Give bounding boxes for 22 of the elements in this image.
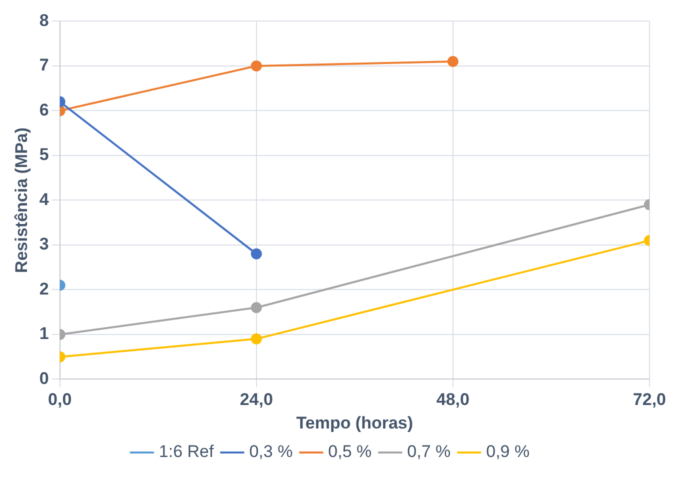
legend-label: 0,3 % bbox=[249, 442, 293, 462]
y-tick-label: 1 bbox=[39, 324, 49, 344]
y-axis-title: Resistência (MPa) bbox=[12, 127, 31, 273]
legend-label: 0,5 % bbox=[328, 442, 372, 462]
x-tick-label: 48,0 bbox=[436, 390, 470, 410]
x-axis-title: Tempo (horas) bbox=[296, 413, 414, 432]
y-tick-label: 6 bbox=[39, 100, 49, 120]
point bbox=[447, 56, 458, 67]
y-tick-label: 2 bbox=[39, 279, 49, 298]
x-tick-label: 0,0 bbox=[48, 390, 72, 410]
y-tick-label: 8 bbox=[39, 10, 49, 30]
legend-label: 1:6 Ref bbox=[158, 442, 214, 462]
y-tick-label: 7 bbox=[39, 56, 49, 75]
legend-label: 0,7 % bbox=[407, 442, 451, 462]
legend-label: 0,9 % bbox=[486, 442, 530, 462]
x-tick-label: 24,0 bbox=[240, 390, 273, 410]
x-tick-label: 72,0 bbox=[632, 390, 666, 410]
y-tick-label: 4 bbox=[39, 190, 50, 209]
point bbox=[250, 60, 262, 72]
y-tick-label: 0 bbox=[39, 368, 49, 388]
y-tick-label: 5 bbox=[39, 145, 49, 164]
y-tick-label: 3 bbox=[39, 234, 49, 254]
